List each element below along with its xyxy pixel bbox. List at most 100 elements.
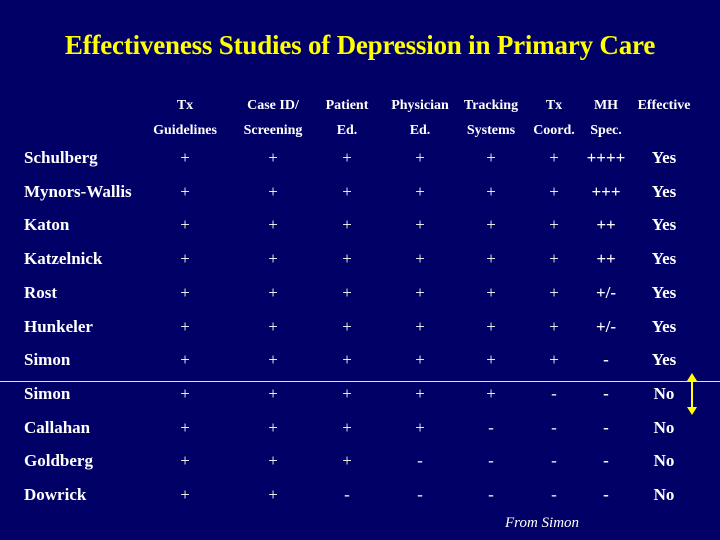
column-header-8-line1: Effective <box>637 98 691 113</box>
table-cell: - <box>603 417 609 437</box>
table-cell: + <box>268 181 278 201</box>
table-cell: + <box>180 350 190 370</box>
table-cell: + <box>549 350 559 370</box>
table-cell: ++++ <box>586 148 626 167</box>
column-header-3-line2: Ed. <box>336 123 358 138</box>
column-header-7-line2: Spec. <box>590 123 622 138</box>
study-name: Dowrick <box>24 485 87 504</box>
study-name: Callahan <box>24 417 91 437</box>
study-name: Simon <box>24 350 71 370</box>
table-cell: - <box>417 451 423 471</box>
divider-line <box>0 381 720 382</box>
table-cell: +/- <box>595 282 617 302</box>
table-cell: + <box>268 485 278 504</box>
table-cell: - <box>551 417 557 437</box>
table-cell: + <box>342 316 352 336</box>
study-name: Mynors-Wallis <box>24 181 132 201</box>
effective-value: Yes <box>651 148 677 167</box>
column-header-2-line2: Screening <box>243 123 303 138</box>
table-cell: - <box>551 383 557 403</box>
column-header-1-line1: Tx <box>176 98 194 113</box>
table-cell: + <box>486 215 496 235</box>
column-header-6-line1: Tx <box>545 98 563 113</box>
effective-value: Yes <box>651 181 677 201</box>
table-cell: + <box>342 417 352 437</box>
column-header-4-line1: Physician <box>391 98 449 113</box>
table-cell: - <box>603 451 609 471</box>
table-cell: + <box>486 350 496 370</box>
table-cell: + <box>180 485 190 504</box>
study-name: Simon <box>24 383 71 403</box>
effective-value: No <box>653 383 675 403</box>
study-name: Hunkeler <box>24 316 93 336</box>
table-cell: + <box>415 417 425 437</box>
table-cell: + <box>268 350 278 370</box>
study-name: Katzelnick <box>24 249 103 269</box>
table-cell: + <box>268 451 278 471</box>
effective-value: Yes <box>651 215 677 235</box>
double-arrow-icon <box>687 373 697 415</box>
table-cell: + <box>180 181 190 201</box>
table-cell: + <box>342 383 352 403</box>
table-cell: + <box>415 148 425 167</box>
table-cell: + <box>342 181 352 201</box>
study-name: Rost <box>24 282 58 302</box>
table-cell: + <box>549 181 559 201</box>
table-cell: + <box>268 249 278 269</box>
table-cell: + <box>268 417 278 437</box>
table-cell: + <box>415 215 425 235</box>
table-cell: + <box>342 350 352 370</box>
effective-value: Yes <box>651 316 677 336</box>
table-cell: + <box>180 383 190 403</box>
table-cell: - <box>551 485 557 504</box>
effective-value: No <box>653 485 675 504</box>
column-header-4-line2: Ed. <box>409 123 431 138</box>
table-cell: + <box>180 282 190 302</box>
table-cell: + <box>549 282 559 302</box>
table-cell: - <box>488 451 494 471</box>
table-cell: +/- <box>595 316 617 336</box>
table-cell: + <box>549 249 559 269</box>
table-cell: + <box>415 249 425 269</box>
study-name: Schulberg <box>24 148 98 167</box>
table-cell: + <box>486 316 496 336</box>
table-cell: + <box>268 148 278 167</box>
table-cell: +++ <box>591 181 621 201</box>
table-cell: - <box>603 383 609 403</box>
table-cell: + <box>486 249 496 269</box>
table-cell: - <box>551 451 557 471</box>
column-header-6-line2: Coord. <box>533 123 575 138</box>
table-cell: - <box>417 485 423 504</box>
table-cell: + <box>415 383 425 403</box>
effective-value: Yes <box>651 249 677 269</box>
table-cell: + <box>268 383 278 403</box>
column-header-3-line1: Patient <box>325 98 369 113</box>
study-name: Katon <box>24 215 70 235</box>
table-cell: + <box>342 451 352 471</box>
column-header-2-line1: Case ID/ <box>247 98 299 113</box>
table-cell: + <box>486 181 496 201</box>
table-cell: - <box>488 417 494 437</box>
table-cell: + <box>180 417 190 437</box>
effective-value: No <box>653 451 675 471</box>
table-cell: + <box>180 215 190 235</box>
table-cell: + <box>268 215 278 235</box>
table-cell: + <box>486 383 496 403</box>
table-cell: ++ <box>596 249 616 269</box>
table-cell: + <box>342 148 352 167</box>
column-header-1-line2: Guidelines <box>153 123 217 138</box>
table-cell: ++ <box>596 215 616 235</box>
table-cell: + <box>549 148 559 167</box>
table-cell: + <box>549 215 559 235</box>
table-cell: - <box>603 485 609 504</box>
table-cell: - <box>344 485 350 504</box>
table-cell: + <box>180 451 190 471</box>
table-cell: - <box>603 350 609 370</box>
table-cell: + <box>415 282 425 302</box>
slide-title: Effectiveness Studies of Depression in P… <box>64 30 656 60</box>
table-cell: + <box>180 316 190 336</box>
table-cell: + <box>268 282 278 302</box>
table-cell: + <box>180 249 190 269</box>
table-cell: + <box>415 350 425 370</box>
study-name: Goldberg <box>24 451 93 471</box>
